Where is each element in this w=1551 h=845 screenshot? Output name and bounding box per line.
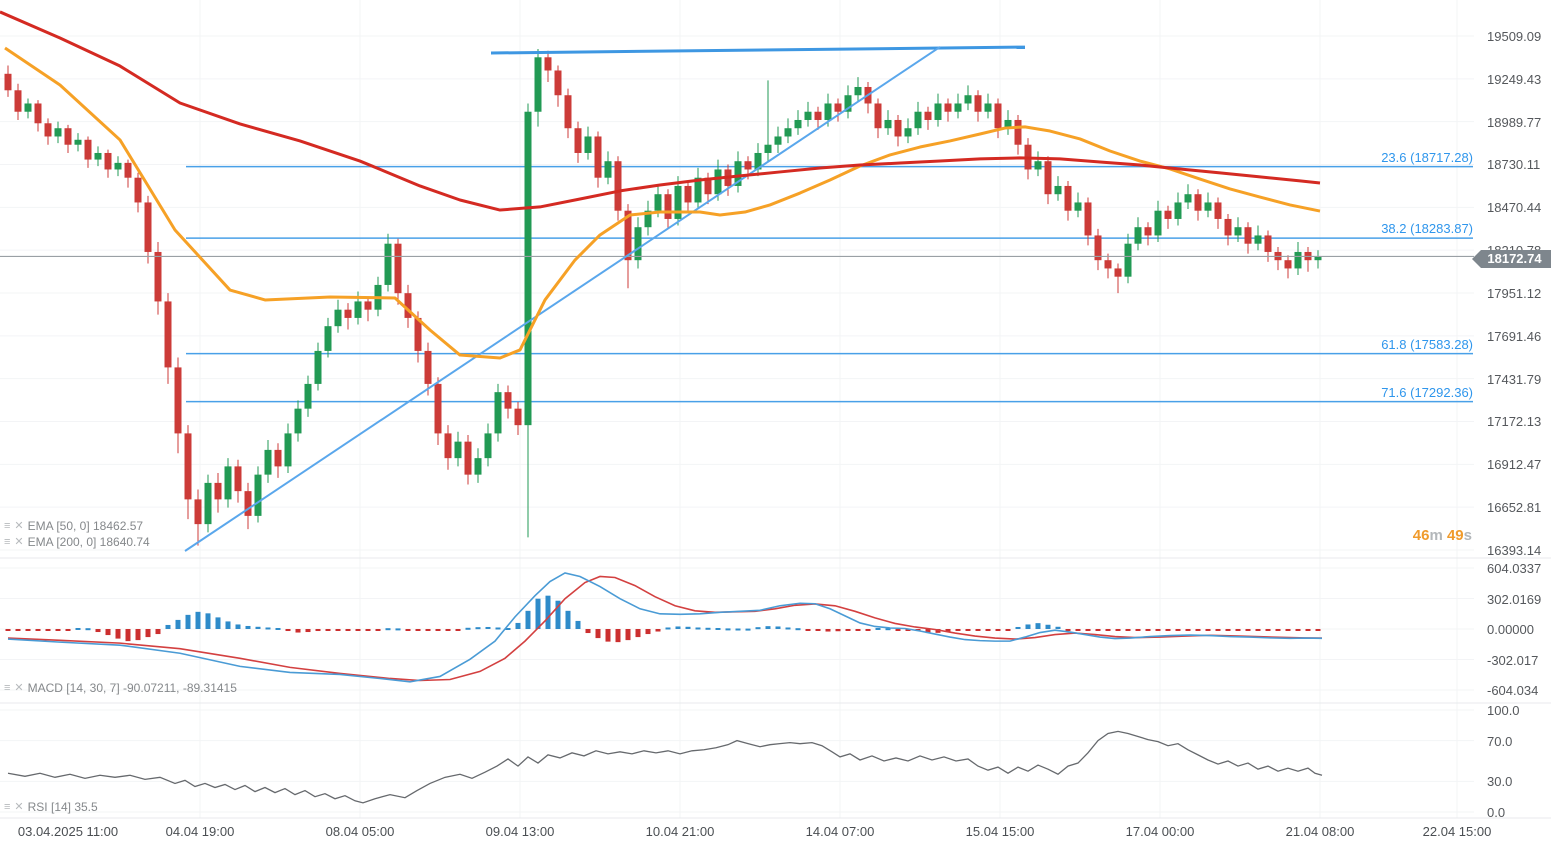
time-axis-label: 22.04 15:00 [1422, 824, 1492, 839]
price-axis-label: 17691.46 [1487, 328, 1542, 344]
rsi-axis-label: 70.0 [1487, 733, 1513, 749]
trendline-resistance[interactable] [490, 45, 1026, 55]
time-axis-label: 04.04 19:00 [165, 824, 235, 839]
time-axis-label: 17.04 00:00 [1125, 824, 1195, 839]
price-axis-label: 16393.14 [1487, 543, 1542, 558]
time-axis-label: 21.04 08:00 [1285, 824, 1355, 839]
price-axis-label: 16652.81 [1487, 500, 1542, 516]
macd-axis-label: 604.0337 [1487, 561, 1542, 576]
indicator-settings-icon[interactable]: ≡ [4, 800, 11, 813]
time-axis-label: 09.04 13:00 [485, 824, 555, 839]
price-axis-label: 19509.09 [1487, 29, 1542, 44]
ema50-label: EMA [50, 0] 18462.57 [27, 519, 144, 533]
rsi-indicator-row[interactable]: ≡ ✕ RSI [14] 35.5 [4, 800, 98, 814]
fib-level-label: 38.2 (18283.87) [1381, 221, 1473, 237]
indicator-settings-icon[interactable]: ≡ [4, 535, 11, 548]
macd-panel [5, 572, 1323, 683]
ema200-indicator-row[interactable]: ≡ ✕ EMA [200, 0] 18640.74 [4, 535, 150, 549]
macd-axis-label: 302.0169 [1487, 591, 1542, 607]
time-axis-label: 15.04 15:00 [965, 824, 1035, 839]
ema200-line [0, 10, 1321, 212]
fib-level-label: 23.6 (18717.28) [1381, 149, 1473, 165]
candle-countdown-timer: 46m 49s [1413, 527, 1472, 544]
trendlines [184, 45, 1026, 552]
price-axis-label: 16912.47 [1487, 457, 1542, 473]
fib-level-label: 61.8 (17583.28) [1381, 336, 1473, 352]
indicator-settings-icon[interactable]: ≡ [4, 519, 11, 532]
rsi-line [7, 730, 1323, 804]
indicator-close-icon[interactable]: ✕ [14, 800, 24, 813]
rsi-axis-label: 30.0 [1487, 774, 1513, 790]
ema-overlays [0, 10, 1321, 360]
time-axis-label: 10.04 21:00 [645, 824, 715, 839]
rsi-axis-label: 0.0 [1487, 805, 1506, 820]
fib-level-label: 71.6 (17292.36) [1381, 384, 1473, 400]
price-axis-label: 17951.12 [1487, 285, 1542, 301]
ema50-indicator-row[interactable]: ≡ ✕ EMA [50, 0] 18462.57 [4, 519, 143, 533]
timer-minutes-unit: m [1429, 527, 1443, 544]
indicator-close-icon[interactable]: ✕ [14, 681, 24, 694]
rsi-axis-label: 100.0 [1487, 703, 1520, 718]
trendline-ascending-support[interactable] [184, 46, 941, 552]
indicator-close-icon[interactable]: ✕ [14, 535, 24, 548]
macd-signal-line [7, 575, 1323, 682]
macd-label: MACD [14, 30, 7] -90.07211, -89.31415 [27, 681, 237, 695]
macd-line [7, 572, 1323, 683]
current-price-badge: 18172.74 [1472, 250, 1551, 268]
indicator-close-icon[interactable]: ✕ [14, 519, 24, 532]
rsi-label: RSI [14] 35.5 [27, 800, 98, 814]
price-axis-label: 18470.44 [1487, 200, 1542, 216]
time-axis-label: 08.04 05:00 [325, 824, 395, 839]
macd-indicator-row[interactable]: ≡ ✕ MACD [14, 30, 7] -90.07211, -89.3141… [4, 681, 237, 695]
price-axis-label: 17431.79 [1487, 371, 1542, 387]
rsi-panel [7, 730, 1323, 804]
timer-minutes: 46 [1412, 527, 1430, 544]
price-axis-label: 18730.11 [1487, 157, 1541, 173]
time-axis-label: 03.04.2025 11:00 [17, 824, 119, 839]
indicator-settings-icon[interactable]: ≡ [4, 681, 11, 694]
macd-axis-label: 0.00000 [1487, 622, 1534, 637]
price-axis-label: 17172.13 [1487, 414, 1542, 430]
ema50-line [4, 46, 1321, 360]
time-axis-label: 14.04 07:00 [805, 824, 875, 839]
timer-seconds: 49 [1446, 527, 1464, 544]
price-axis-label: 18989.77 [1487, 114, 1542, 130]
ema200-label: EMA [200, 0] 18640.74 [27, 535, 150, 549]
timer-seconds-unit: s [1463, 527, 1472, 544]
price-axis-label: 19249.43 [1487, 71, 1542, 87]
macd-axis-label: -302.017 [1487, 652, 1539, 668]
candlesticks [4, 49, 1322, 546]
macd-axis-label: -604.034 [1487, 683, 1539, 698]
